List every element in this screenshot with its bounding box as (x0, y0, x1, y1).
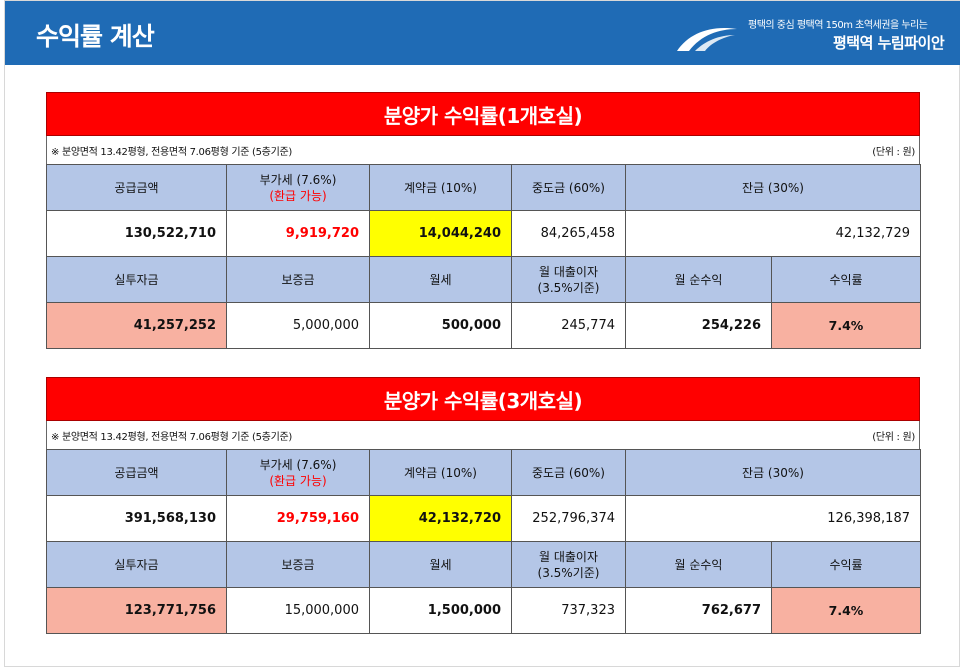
table-row: 41,257,252 5,000,000 500,000 245,774 254… (46, 302, 921, 349)
deposit-value: 5,000,000 (226, 302, 370, 349)
vat-header: 부가세 (7.6%) (환급 가능) (226, 164, 370, 211)
rent-value: 500,000 (369, 302, 512, 349)
balance-value: 126,398,187 (625, 495, 921, 542)
net-income-header: 월 순수익 (625, 541, 772, 588)
actual-value: 41,257,252 (46, 302, 227, 349)
area-note: ※ 분양면적 13.42평형, 전용면적 7.06평형 기준 (5층기준) (51, 431, 292, 443)
loan-interest-header: 월 대출이자 (3.5%기준) (511, 541, 626, 588)
vat-refund-note: (환급 가능) (269, 473, 327, 488)
page-frame (4, 0, 960, 667)
note-row: ※ 분양면적 13.42평형, 전용면적 7.06평형 기준 (5층기준) (단… (46, 136, 920, 164)
yield-header: 수익률 (771, 256, 921, 303)
area-note: ※ 분양면적 13.42평형, 전용면적 7.06평형 기준 (5층기준) (51, 146, 292, 158)
balance-header: 잔금 (30%) (625, 449, 921, 496)
middle-value: 84,265,458 (511, 210, 626, 257)
net-income-value: 254,226 (625, 302, 772, 349)
supply-value: 391,568,130 (46, 495, 227, 542)
yield-value: 7.4% (771, 302, 921, 349)
rent-header: 월세 (369, 256, 512, 303)
vat-label: 부가세 (7.6%) (259, 457, 337, 472)
vat-value: 29,759,160 (226, 495, 370, 542)
loan-interest-value: 245,774 (511, 302, 626, 349)
actual-header: 실투자금 (46, 256, 227, 303)
actual-header: 실투자금 (46, 541, 227, 588)
middle-value: 252,796,374 (511, 495, 626, 542)
vat-value: 9,919,720 (226, 210, 370, 257)
table-row: 공급금액 부가세 (7.6%) (환급 가능) 계약금 (10%) 중도금 (6… (46, 164, 921, 211)
yield-table: 공급금액 부가세 (7.6%) (환급 가능) 계약금 (10%) 중도금 (6… (46, 449, 921, 634)
supply-header: 공급금액 (46, 449, 227, 496)
rent-value: 1,500,000 (369, 587, 512, 634)
middle-header: 중도금 (60%) (511, 449, 626, 496)
note-row: ※ 분양면적 13.42평형, 전용면적 7.06평형 기준 (5층기준) (단… (46, 421, 920, 449)
table-row: 실투자금 보증금 월세 월 대출이자 (3.5%기준) 월 순수익 수익률 (46, 541, 921, 588)
table-row: 123,771,756 15,000,000 1,500,000 737,323… (46, 587, 921, 634)
section-title: 분양가 수익률(1개호실) (46, 92, 920, 136)
rent-header: 월세 (369, 541, 512, 588)
balance-header: 잔금 (30%) (625, 164, 921, 211)
loan-interest-header: 월 대출이자 (3.5%기준) (511, 256, 626, 303)
deposit-header: 보증금 (226, 541, 370, 588)
unit-note: (단위 : 원) (872, 431, 915, 443)
net-income-header: 월 순수익 (625, 256, 772, 303)
brand-logo-icon (677, 27, 737, 51)
unit-note: (단위 : 원) (872, 146, 915, 158)
middle-header: 중도금 (60%) (511, 164, 626, 211)
contract-value: 42,132,720 (369, 495, 512, 542)
deposit-value: 15,000,000 (226, 587, 370, 634)
yield-section-2: 분양가 수익률(3개호실) ※ 분양면적 13.42평형, 전용면적 7.06평… (46, 377, 921, 634)
balance-value: 42,132,729 (625, 210, 921, 257)
loan-interest-label: 월 대출이자 (538, 264, 598, 279)
table-row: 실투자금 보증금 월세 월 대출이자 (3.5%기준) 월 순수익 수익률 (46, 256, 921, 303)
contract-value: 14,044,240 (369, 210, 512, 257)
contract-header: 계약금 (10%) (369, 164, 512, 211)
yield-table: 공급금액 부가세 (7.6%) (환급 가능) 계약금 (10%) 중도금 (6… (46, 164, 921, 349)
loan-interest-label: 월 대출이자 (538, 549, 598, 564)
table-row: 130,522,710 9,919,720 14,044,240 84,265,… (46, 210, 921, 257)
table-row: 공급금액 부가세 (7.6%) (환급 가능) 계약금 (10%) 중도금 (6… (46, 449, 921, 496)
page-header: 수익률 계산 평택의 중심 평택역 150m 초역세권을 누리는 평택역 누림파… (5, 1, 960, 65)
page-title: 수익률 계산 (36, 22, 155, 51)
yield-header: 수익률 (771, 541, 921, 588)
net-income-value: 762,677 (625, 587, 772, 634)
loan-interest-basis: (3.5%기준) (537, 565, 600, 580)
vat-label: 부가세 (7.6%) (259, 172, 337, 187)
table-row: 391,568,130 29,759,160 42,132,720 252,79… (46, 495, 921, 542)
brand-name: 평택역 누림파이안 (833, 34, 945, 52)
loan-interest-basis: (3.5%기준) (537, 280, 600, 295)
contract-header: 계약금 (10%) (369, 449, 512, 496)
supply-header: 공급금액 (46, 164, 227, 211)
yield-value: 7.4% (771, 587, 921, 634)
supply-value: 130,522,710 (46, 210, 227, 257)
loan-interest-value: 737,323 (511, 587, 626, 634)
yield-section-1: 분양가 수익률(1개호실) ※ 분양면적 13.42평형, 전용면적 7.06평… (46, 92, 921, 349)
actual-value: 123,771,756 (46, 587, 227, 634)
section-title: 분양가 수익률(3개호실) (46, 377, 920, 421)
deposit-header: 보증금 (226, 256, 370, 303)
vat-header: 부가세 (7.6%) (환급 가능) (226, 449, 370, 496)
vat-refund-note: (환급 가능) (269, 188, 327, 203)
brand-tagline: 평택의 중심 평택역 150m 초역세권을 누리는 (748, 20, 928, 31)
